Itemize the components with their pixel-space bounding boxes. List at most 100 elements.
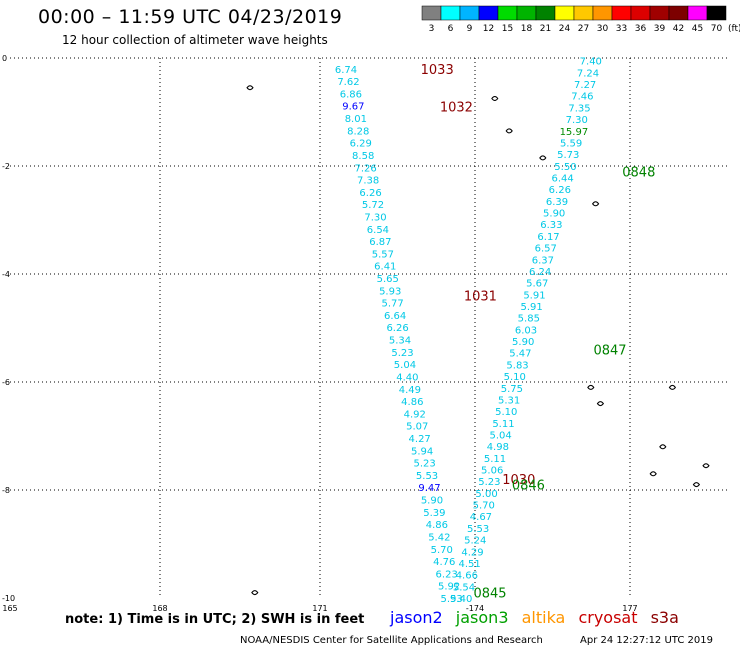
legend-swatch — [611, 5, 632, 21]
island-8 — [659, 444, 667, 450]
pass-time-label: 1033 — [421, 63, 454, 78]
swh-value: 6.26 — [549, 185, 571, 196]
swh-value: 7.27 — [574, 80, 596, 91]
legend-label: 70 — [711, 24, 723, 34]
legend-swatch — [478, 5, 499, 21]
legend-label: 27 — [578, 24, 589, 34]
pass-time-label: 0848 — [622, 165, 655, 180]
legend-swatch — [535, 5, 556, 21]
swh-value: 5.04 — [490, 430, 512, 441]
island-12 — [668, 384, 677, 390]
mission-cryosat: cryosat — [578, 608, 638, 627]
swh-value: 5.59 — [560, 138, 582, 149]
swh-value: 5.23 — [478, 477, 500, 488]
swh-value: 6.39 — [546, 197, 568, 208]
swh-value: 5.42 — [428, 532, 450, 543]
pass-time-label: 0847 — [593, 344, 626, 359]
swh-value: 7.30 — [566, 115, 588, 126]
swh-value: 5.77 — [382, 299, 404, 310]
swh-value: 5.04 — [394, 360, 416, 371]
y-tick-label: -2 — [2, 162, 10, 171]
swh-value: 9.67 — [342, 102, 364, 113]
swh-value: 4.76 — [433, 557, 455, 568]
swh-value: 5.90 — [512, 337, 534, 348]
swh-value: 6.41 — [374, 262, 396, 273]
swh-value: 6.37 — [532, 255, 554, 266]
island-6 — [587, 384, 595, 390]
swh-value: 6.26 — [386, 323, 408, 334]
x-tick-label: 168 — [152, 604, 167, 613]
swh-value: 4.29 — [461, 547, 483, 558]
chart-title: 00:00 – 11:59 UTC 04/23/2019 — [38, 6, 343, 28]
swh-value: 5.75 — [501, 384, 523, 395]
swh-value: 5.23 — [391, 348, 413, 359]
swh-value: 4.92 — [404, 409, 426, 420]
legend-unit: (ft) — [728, 24, 740, 34]
island-10 — [692, 482, 701, 488]
swh-value: 5.10 — [495, 407, 517, 418]
swh-value: 5.47 — [509, 349, 531, 360]
swh-value: 5.70 — [473, 501, 495, 512]
pass-time-label: 0845 — [473, 587, 506, 602]
legend-label: 30 — [597, 24, 609, 34]
swh-value: 5.53 — [467, 524, 489, 535]
swh-value: 5.11 — [484, 454, 506, 465]
legend-label: 45 — [692, 24, 703, 34]
swh-value: 6.74 — [335, 65, 357, 76]
swh-value: 7.30 — [364, 212, 386, 223]
legend-swatch — [421, 5, 442, 21]
swh-value: 15.97 — [560, 127, 589, 138]
swh-value: 5.73 — [557, 150, 579, 161]
pass-time-label: 1030 — [502, 473, 535, 488]
legend-label: 39 — [654, 24, 666, 34]
y-tick-label: -4 — [2, 270, 10, 279]
legend-swatch — [649, 5, 670, 21]
mission-altika: altika — [521, 608, 566, 627]
island-13 — [251, 590, 259, 596]
swh-value: 8.58 — [352, 151, 374, 162]
legend-swatch — [459, 5, 480, 21]
legend-label: 36 — [635, 24, 647, 34]
pass-time-label: 1031 — [464, 290, 497, 305]
chart-subtitle: 12 hour collection of altimeter wave hei… — [62, 33, 328, 47]
legend-swatch — [668, 5, 689, 21]
swh-value: 7.46 — [571, 92, 593, 103]
swh-value: 4.49 — [399, 385, 421, 396]
legend-swatch — [573, 5, 594, 21]
swh-value: 5.31 — [498, 395, 520, 406]
swh-value: 7.35 — [568, 103, 590, 114]
island-1 — [246, 85, 254, 91]
swh-value: 8.28 — [347, 126, 369, 137]
island-11 — [702, 463, 710, 469]
mission-s3a: s3a — [650, 608, 679, 627]
swh-value: 5.85 — [518, 314, 540, 325]
swh-value: 4.51 — [459, 559, 481, 570]
x-tick-label: -174 — [466, 604, 484, 613]
pass-time-label: 0846 — [512, 479, 545, 494]
swh-value: 5.92 — [438, 582, 460, 593]
swh-value: 5.10 — [504, 372, 526, 383]
swh-value: 4.98 — [487, 442, 509, 453]
swh-value: 5.40 — [450, 594, 472, 605]
island-5 — [591, 201, 600, 207]
swh-value: 5.91 — [521, 302, 543, 313]
legend-swatch — [497, 5, 518, 21]
swh-value: 6.03 — [515, 325, 537, 336]
credit-line: NOAA/NESDIS Center for Satellite Applica… — [240, 635, 543, 646]
swh-value: 6.33 — [540, 220, 562, 231]
swh-value: 6.24 — [529, 267, 551, 278]
swh-value: 6.23 — [436, 569, 458, 580]
swh-value: 4.27 — [409, 434, 431, 445]
island-2 — [491, 96, 499, 101]
swh-value: 7.40 — [580, 57, 602, 68]
pass-time-label: 1032 — [440, 101, 473, 116]
swh-value: 5.90 — [543, 209, 565, 220]
swh-value: 5.50 — [554, 162, 576, 173]
legend-swatch — [554, 5, 575, 21]
swh-value: 6.44 — [551, 174, 573, 185]
legend-swatch — [706, 5, 727, 21]
swh-value: 5.83 — [506, 360, 528, 371]
legend-label: 18 — [521, 24, 533, 34]
swh-value: 7.24 — [577, 68, 599, 79]
island-9 — [649, 471, 657, 477]
